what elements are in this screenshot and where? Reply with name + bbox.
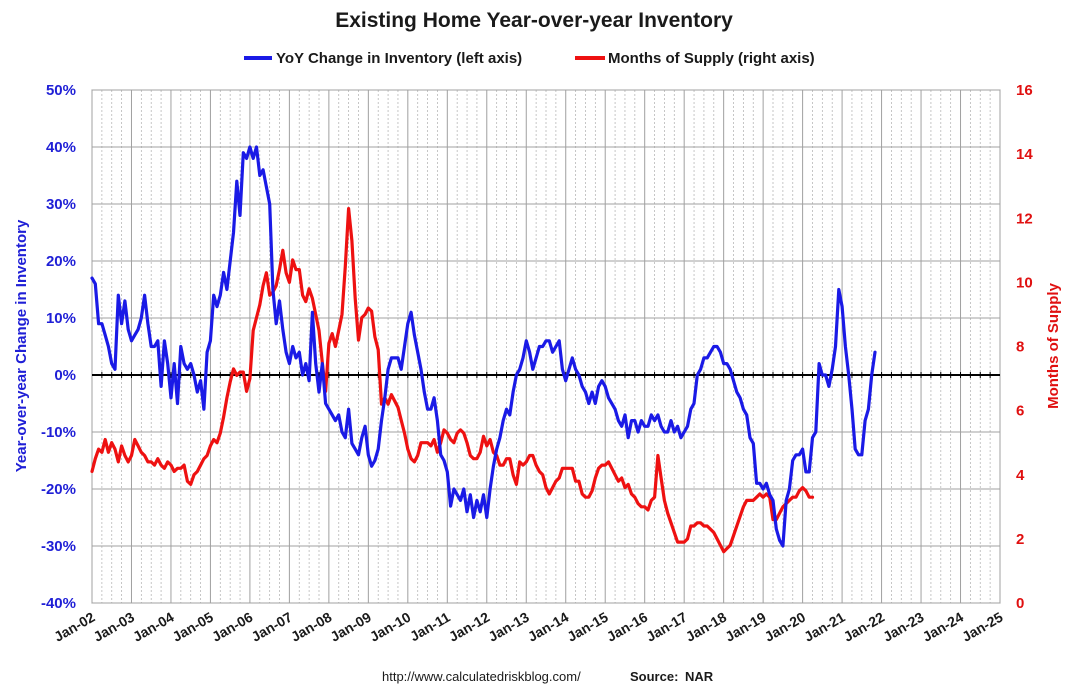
y-right-tick-label: 12: [1016, 210, 1033, 227]
x-tick-label: Jan-21: [801, 609, 848, 645]
y-left-tick-label: 30%: [46, 196, 76, 213]
x-tick-label: Jan-07: [248, 609, 295, 645]
x-tick-label: Jan-20: [762, 609, 809, 645]
y-right-tick-label: 0: [1016, 595, 1024, 612]
x-tick-label: Jan-16: [604, 609, 651, 645]
left-axis: -40% -30% -20% -10% 0% 10% 20% 30% 40% 50%: [41, 82, 76, 612]
x-tick-label: Jan-17: [643, 609, 690, 645]
x-tick-label: Jan-19: [722, 609, 769, 645]
legend-item-yoy: YoY Change in Inventory (left axis): [244, 50, 522, 67]
x-tick-label: Jan-18: [683, 609, 730, 645]
x-tick-label: Jan-14: [525, 609, 572, 645]
y-left-tick-label: -30%: [41, 538, 76, 555]
y-right-tick-label: 16: [1016, 82, 1033, 99]
x-tick-label: Jan-03: [91, 609, 138, 645]
x-tick-label: Jan-10: [367, 609, 414, 645]
source-url: http://www.calculatedriskblog.com/: [382, 669, 581, 684]
x-tick-label: Jan-11: [407, 609, 453, 645]
y-left-tick-label: 0%: [54, 367, 76, 384]
x-tick-label: Jan-24: [920, 609, 967, 645]
y-right-tick-label: 2: [1016, 531, 1024, 548]
x-tick-label: Jan-09: [327, 609, 374, 645]
series-line-months-supply: [90, 207, 815, 554]
y-right-tick-label: 6: [1016, 403, 1024, 420]
minor-gridlines: [101, 90, 991, 603]
y-left-tick-label: -20%: [41, 481, 76, 498]
y-axis-right-label: Months of Supply: [1045, 282, 1062, 408]
y-left-tick-label: 10%: [46, 310, 76, 327]
series-layer: [90, 145, 877, 554]
y-left-tick-label: 50%: [46, 82, 76, 99]
y-right-tick-label: 8: [1016, 339, 1024, 356]
x-tick-label: Jan-05: [170, 609, 217, 645]
y-right-tick-label: 4: [1016, 467, 1025, 484]
right-axis: 0 2 4 6 8 10 12 14 16: [1016, 82, 1033, 612]
x-tick-label: Jan-02: [51, 609, 98, 645]
x-tick-label: Jan-08: [288, 609, 335, 645]
legend-label-months: Months of Supply (right axis): [608, 50, 815, 67]
x-tick-label: Jan-06: [209, 609, 256, 645]
x-tick-label: Jan-22: [841, 609, 888, 645]
legend-item-months: Months of Supply (right axis): [575, 50, 815, 67]
x-tick-label: Jan-04: [130, 609, 177, 645]
legend-label-yoy: YoY Change in Inventory (left axis): [276, 50, 522, 67]
y-right-tick-label: 14: [1016, 146, 1033, 163]
x-tick-label: Jan-13: [485, 609, 532, 645]
y-axis-left-label: Year-over-year Change in Inventory: [13, 219, 30, 472]
y-left-tick-label: 40%: [46, 139, 76, 156]
y-left-tick-label: -10%: [41, 424, 76, 441]
y-left-tick-label: 20%: [46, 253, 76, 270]
x-tick-label: Jan-25: [959, 609, 1006, 645]
y-right-tick-label: 10: [1016, 274, 1033, 291]
source-label: Source:: [630, 669, 678, 684]
x-tick-label: Jan-15: [564, 609, 611, 645]
legend: YoY Change in Inventory (left axis) Mont…: [244, 50, 815, 67]
x-tick-label: Jan-23: [880, 609, 927, 645]
x-tick-label: Jan-12: [446, 609, 493, 645]
x-axis: Jan-02Jan-03Jan-04Jan-05Jan-06Jan-07Jan-…: [51, 609, 1006, 645]
source-line: http://www.calculatedriskblog.com/ Sourc…: [382, 669, 714, 684]
chart-title: Existing Home Year-over-year Inventory: [335, 9, 733, 32]
series-line-yoy: [90, 145, 877, 548]
source-name: NAR: [685, 669, 714, 684]
y-left-tick-label: -40%: [41, 595, 76, 612]
